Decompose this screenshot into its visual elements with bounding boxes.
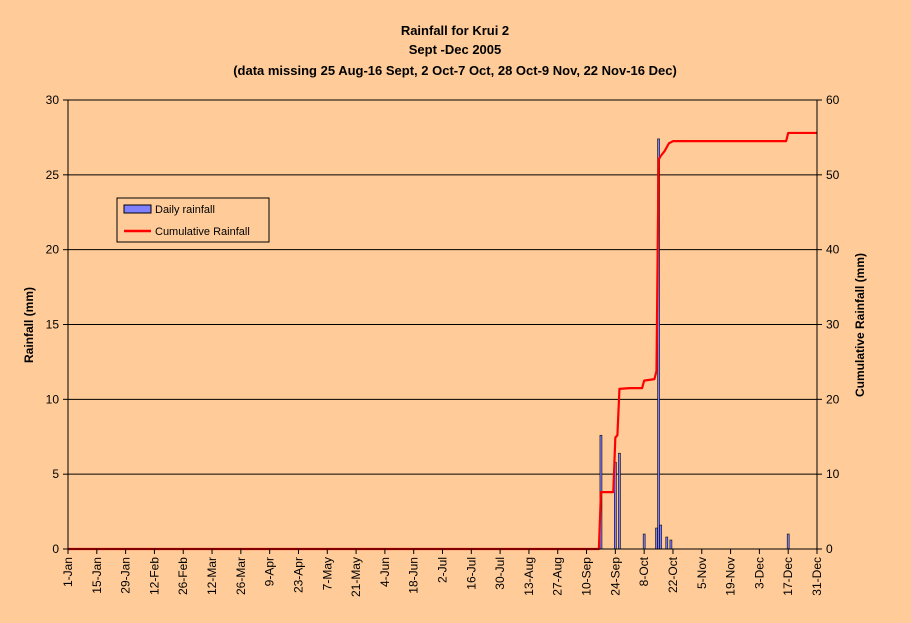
y2-axis-title: Cumulative Rainfall (mm) [853, 253, 867, 397]
chart-note: (data missing 25 Aug-16 Sept, 2 Oct-7 Oc… [233, 63, 677, 78]
daily-rainfall-bar [659, 524, 662, 550]
daily-rainfall-bar [655, 527, 658, 550]
cumulative-rainfall-line [68, 131, 817, 551]
y-tick-label: 15 [46, 318, 60, 332]
legend: Daily rainfall Cumulative Rainfall [116, 197, 270, 243]
x-tick-label: 31-Dec [810, 557, 824, 596]
x-tick-label: 29-Jan [119, 557, 133, 594]
daily-rainfall-bar [665, 536, 669, 550]
daily-rainfall-bar [669, 539, 673, 550]
y2-tick-label: 30 [826, 318, 840, 332]
x-tick-label: 21-May [349, 557, 363, 597]
x-tick-label: 2-Jul [436, 557, 450, 583]
grid-layer [68, 99, 817, 475]
chart-title: Rainfall for Krui 2 [401, 23, 509, 38]
daily-rainfall-bar [618, 452, 621, 550]
legend-label-daily: Daily rainfall [155, 204, 215, 216]
y-tick-label: 25 [46, 168, 60, 182]
x-tick-label: 22-Oct [666, 556, 680, 593]
y-tick-label: 10 [46, 392, 60, 406]
x-tick-label: 17-Dec [781, 557, 795, 596]
x-tick-label: 13-Aug [522, 557, 536, 596]
chart-subtitle: Sept -Dec 2005 [409, 42, 502, 57]
x-tick-label: 9-Apr [263, 557, 277, 586]
x-tick-label: 30-Jul [493, 557, 507, 590]
y-tick-label: 20 [46, 243, 60, 257]
x-tick-label: 4-Jun [378, 557, 392, 587]
x-tick-label: 26-Mar [234, 557, 248, 595]
daily-rainfall-bar [786, 533, 790, 550]
y2-tick-label: 50 [826, 168, 840, 182]
daily-rainfall-bar [642, 533, 646, 550]
x-tick-label: 18-Jun [407, 557, 421, 594]
legend-label-cumulative: Cumulative Rainfall [155, 226, 250, 238]
y2-tick-label: 60 [826, 93, 840, 107]
x-tick-label: 1-Jan [61, 557, 75, 587]
x-tick-label: 3-Dec [752, 557, 766, 589]
x-tick-label: 12-Feb [147, 557, 161, 595]
y2-tick-label: 40 [826, 243, 840, 257]
y-tick-label: 0 [52, 542, 59, 556]
x-tick-label: 12-Mar [205, 557, 219, 595]
x-tick-label: 27-Aug [551, 557, 565, 596]
x-tick-label: 19-Nov [724, 557, 738, 596]
y2-tick-label: 10 [826, 467, 840, 481]
x-tick-label: 24-Sep [608, 557, 622, 596]
cumulative-rainfall-line-group [68, 131, 817, 551]
axes: 0 5 10 15 20 25 30 0 10 20 30 40 50 60 1-Jan 15-Jan 29-J… [46, 93, 840, 597]
y-tick-label: 30 [46, 93, 60, 107]
x-tick-label: 7-May [320, 557, 334, 590]
x-tick-label: 26-Feb [176, 557, 190, 595]
x-tick-label: 16-Jul [464, 557, 478, 590]
x-tick-label: 23-Apr [291, 557, 305, 593]
x-tick-label: 10-Sep [580, 557, 594, 596]
legend-bar-swatch [123, 204, 152, 214]
y2-tick-label: 20 [826, 392, 840, 406]
x-tick-label: 15-Jan [90, 557, 104, 594]
y-tick-label: 5 [52, 467, 59, 481]
y2-tick-label: 0 [826, 542, 833, 556]
y-axis-title: Rainfall (mm) [22, 287, 36, 363]
x-tick-label: 8-Oct [637, 556, 651, 586]
x-tick-label: 5-Nov [695, 557, 709, 589]
